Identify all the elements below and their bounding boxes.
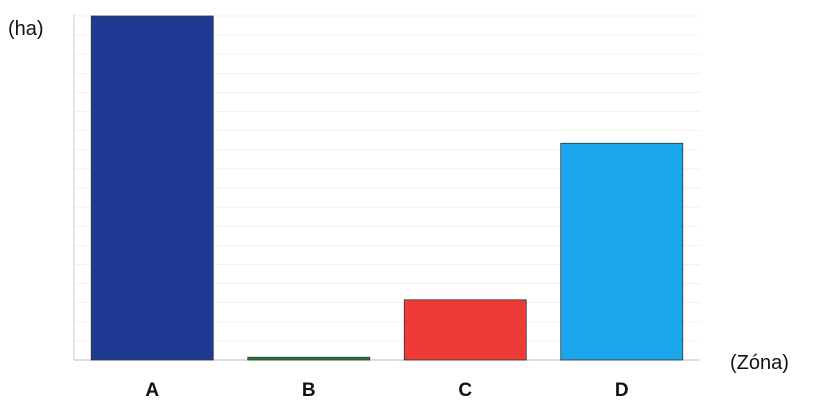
y-axis-label: (ha) — [8, 18, 44, 40]
x-tick-labels: A B C D — [145, 380, 628, 401]
bar-a — [90, 15, 214, 361]
x-tick-label-d: D — [615, 380, 629, 401]
bar-c — [403, 299, 527, 361]
x-tick-label-b: B — [302, 380, 316, 401]
bar-d — [560, 142, 684, 361]
x-axis-label: (Zóna) — [730, 352, 789, 374]
x-tick-label-a: A — [145, 380, 159, 401]
x-tick-label-c: C — [458, 380, 472, 401]
bars — [90, 15, 684, 361]
bar-b — [247, 356, 371, 361]
